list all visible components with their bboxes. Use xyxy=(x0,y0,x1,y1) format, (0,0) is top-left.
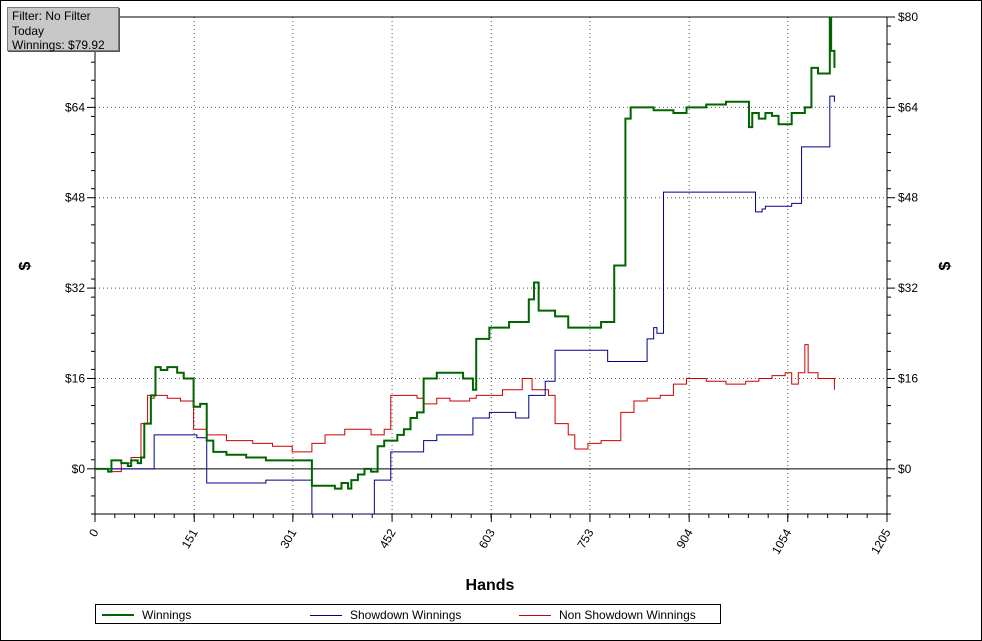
y-tick-label-right: $16 xyxy=(898,371,918,385)
x-tick-label: 603 xyxy=(476,526,498,551)
filter-info-box: Filter: No Filter Today Winnings: $79.92 xyxy=(7,7,119,52)
y-tick-label-left: $48 xyxy=(65,191,85,205)
y-tick-label-left: $64 xyxy=(65,100,85,114)
y-tick-label-left: $32 xyxy=(65,281,85,295)
series-line-showdown-winnings xyxy=(95,95,835,514)
y-tick-label-right: $64 xyxy=(898,100,918,114)
y-tick-label-right: $80 xyxy=(898,10,918,24)
legend-item-showdown: Showdown Winnings xyxy=(310,607,461,623)
legend-swatch-showdown xyxy=(310,614,342,616)
y-tick-label-right: $0 xyxy=(898,462,912,476)
legend-label-showdown: Showdown Winnings xyxy=(350,608,462,622)
x-tick-label: 753 xyxy=(574,526,596,551)
filter-label: Filter: No Filter xyxy=(12,9,91,23)
series-line-non-showdown-winnings xyxy=(95,344,835,473)
legend-label-winnings: Winnings xyxy=(142,608,192,622)
y-tick-label-left: $16 xyxy=(65,371,85,385)
x-tick-label: 452 xyxy=(377,526,399,551)
y-axis-title-right: $ xyxy=(937,261,954,270)
x-tick-label: 301 xyxy=(277,526,299,551)
x-tick-label: 1205 xyxy=(868,526,894,556)
series-layer xyxy=(95,17,836,514)
x-tick-label: 1054 xyxy=(769,526,795,556)
x-tick-label: 0 xyxy=(86,526,102,539)
x-axis-title: Hands xyxy=(466,577,515,594)
legend-swatch-non-showdown xyxy=(519,614,551,616)
y-tick-label-right: $32 xyxy=(898,281,918,295)
y-axis-title-left: $ xyxy=(17,261,34,270)
x-tick-label: 151 xyxy=(179,526,201,551)
legend-item-winnings: Winnings xyxy=(102,607,191,623)
winnings-total-label: Winnings: $79.92 xyxy=(12,38,105,52)
y-tick-label-left: $0 xyxy=(72,462,86,476)
series-line-winnings xyxy=(95,17,836,490)
chart-legend: Winnings Showdown Winnings Non Showdown … xyxy=(95,604,721,624)
x-tick-label: 904 xyxy=(674,526,696,551)
axes: 0 151 301 452 603 753 904 1054 1205 $0 $0 $16 $16 $32… xyxy=(65,10,918,557)
legend-swatch-winnings xyxy=(102,614,134,616)
y-tick-label-right: $48 xyxy=(898,191,918,205)
legend-item-non-showdown: Non Showdown Winnings xyxy=(519,607,696,623)
grid-lines xyxy=(95,17,887,514)
period-label: Today xyxy=(12,23,45,38)
legend-label-non-showdown: Non Showdown Winnings xyxy=(559,608,696,622)
